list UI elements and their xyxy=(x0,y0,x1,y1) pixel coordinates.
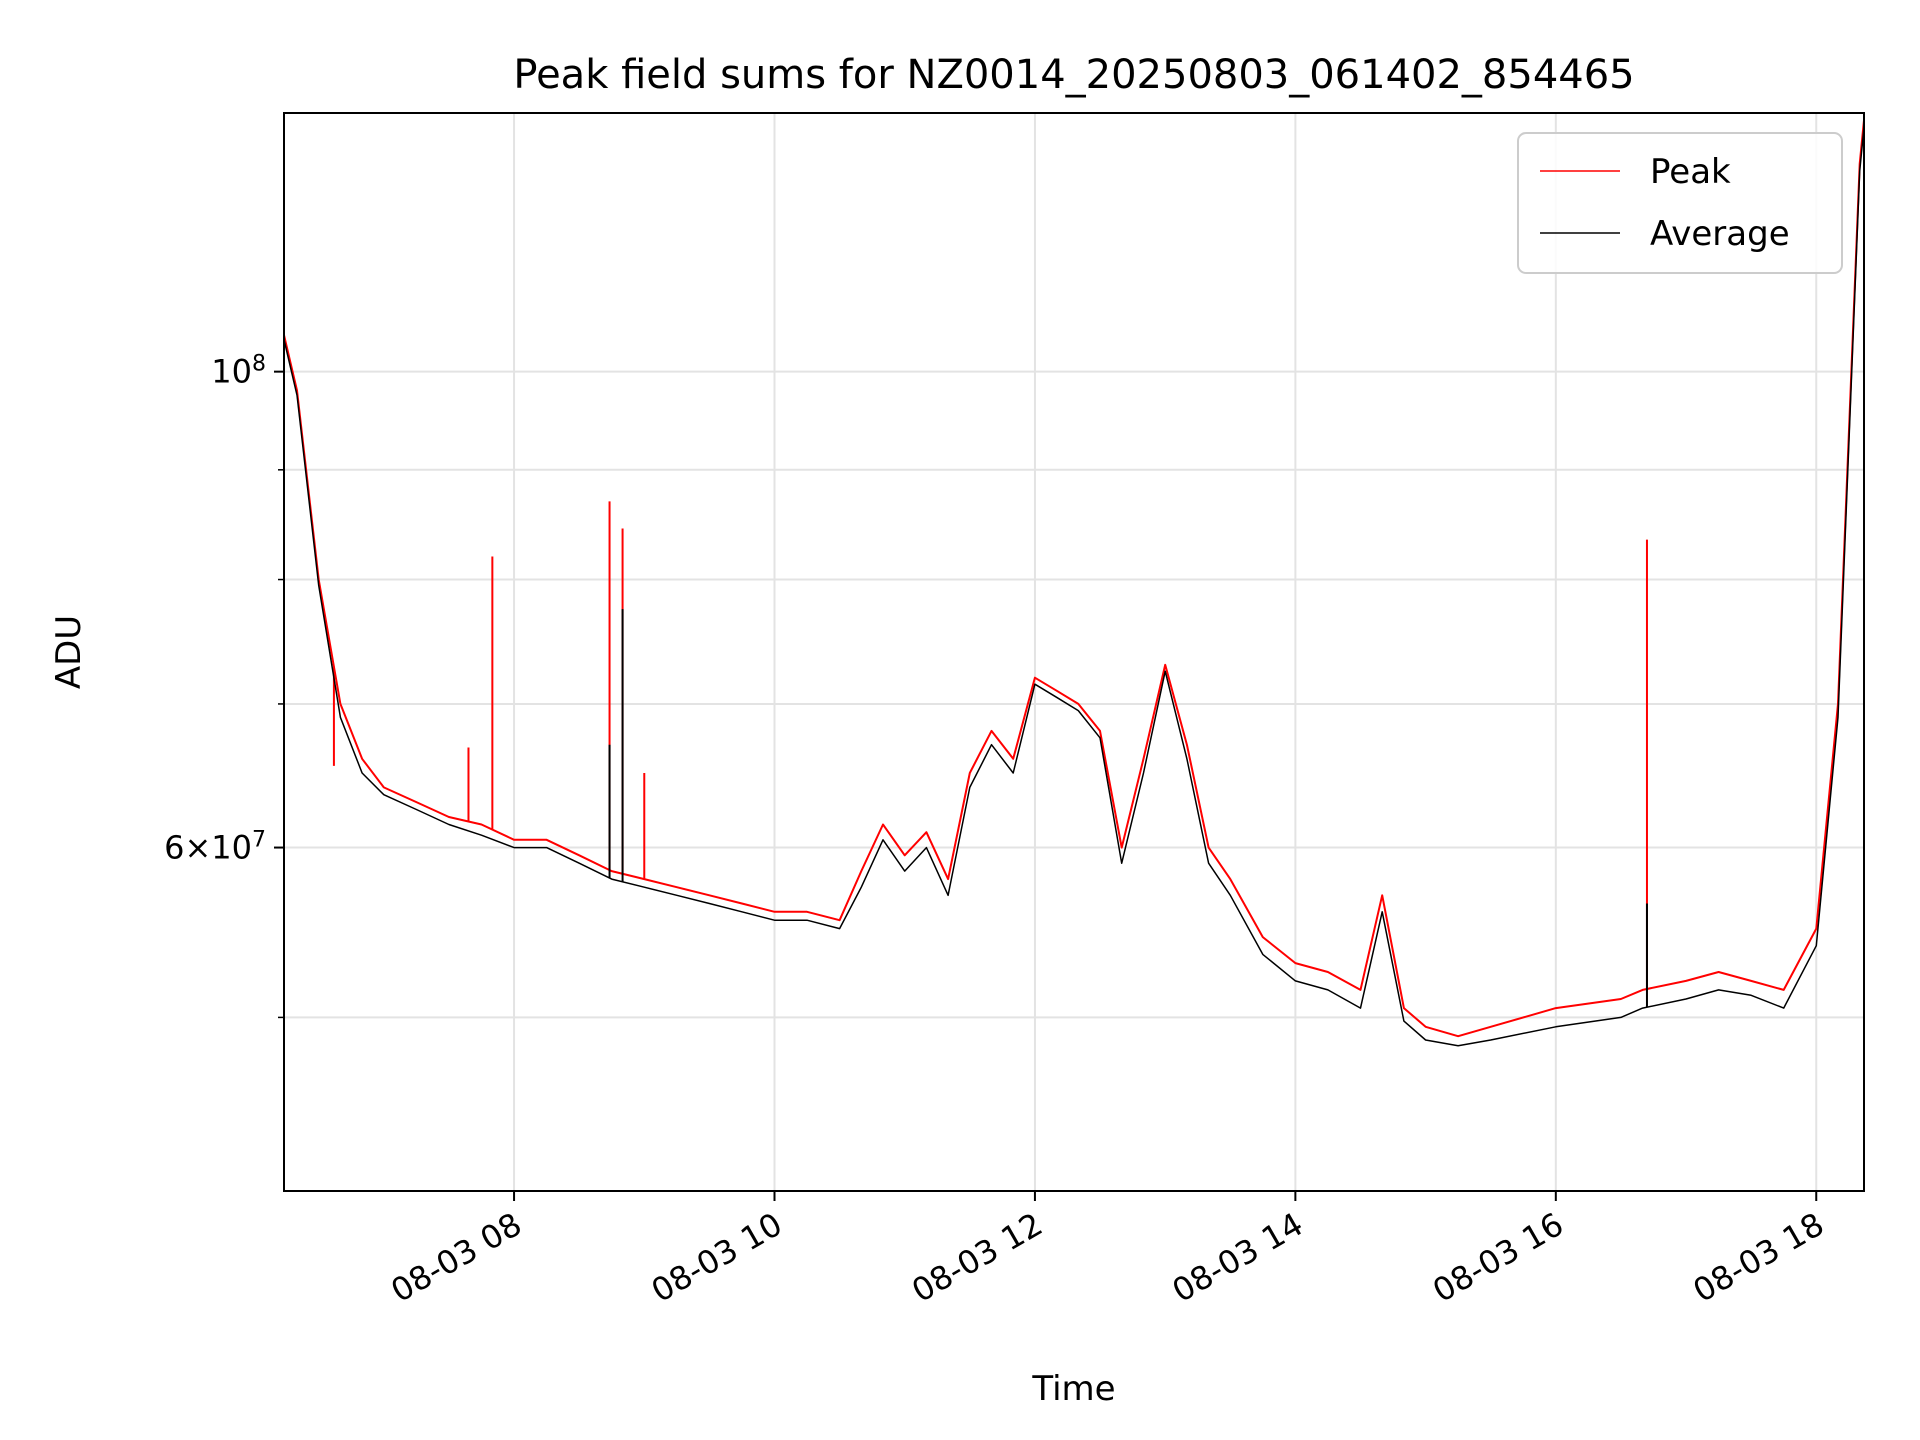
grid-lines xyxy=(284,113,1864,1191)
y-tick-label: 6×107 xyxy=(164,828,266,867)
y-tick-label-part: 10 xyxy=(211,353,252,391)
series-line-average xyxy=(283,127,1865,1047)
series-lines xyxy=(283,120,1865,1047)
y-tick-label: 108 xyxy=(211,352,266,391)
y-tick-label-part: × xyxy=(184,829,211,867)
x-axis-label: Time xyxy=(1031,1369,1115,1409)
y-tick-label-part: 6 xyxy=(164,829,184,867)
legend: Peak Average xyxy=(1517,132,1843,274)
y-tick-label-part: 10 xyxy=(211,829,252,867)
series-line-peak xyxy=(283,120,1865,1038)
chart-title: Peak field sums for NZ0014_20250803_0614… xyxy=(513,52,1634,98)
plot-frame xyxy=(283,112,1865,1192)
y-axis-label: ADU xyxy=(49,615,89,689)
legend-label-average: Average xyxy=(1650,214,1790,254)
y-tick-label-part: 7 xyxy=(252,828,266,853)
y-tick-label-part: 8 xyxy=(252,352,266,377)
legend-box xyxy=(1517,132,1843,274)
legend-label-peak: Peak xyxy=(1650,152,1731,192)
